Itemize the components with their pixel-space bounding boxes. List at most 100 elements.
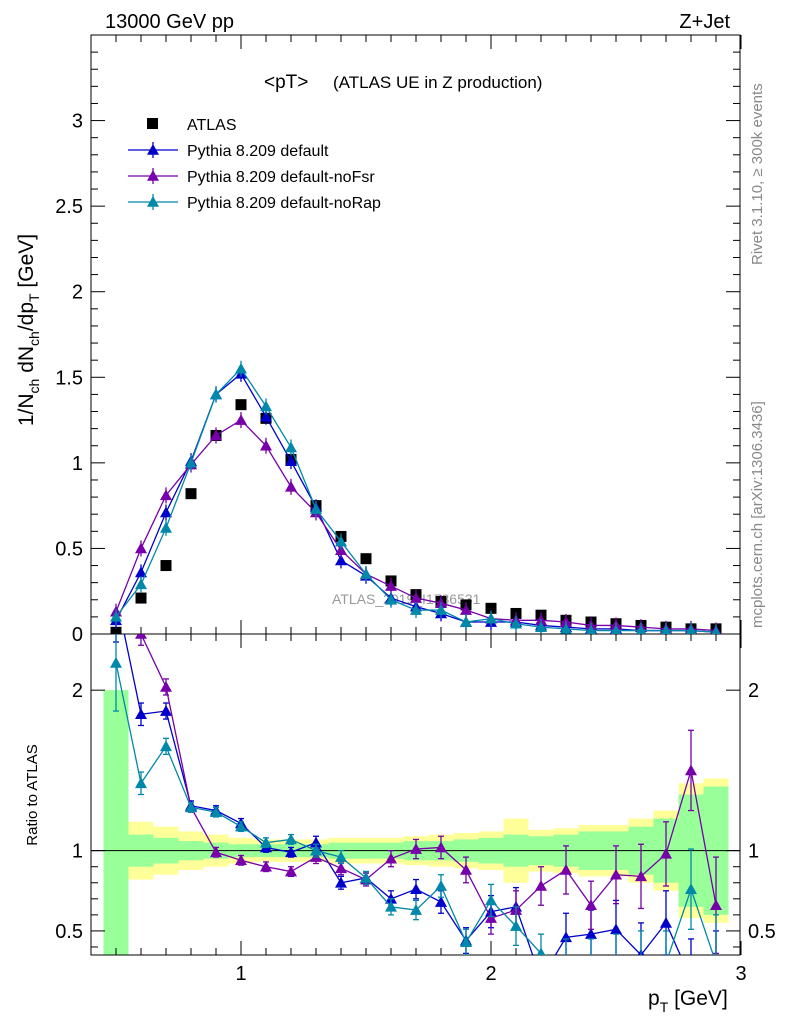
ratio-point [560,957,572,968]
data-point [310,503,322,514]
ratio-point [135,777,147,789]
data-point [135,542,147,554]
ratio-point [160,705,172,716]
data-point [435,604,447,615]
ratio-point [685,973,697,984]
ratio-point [635,957,647,968]
data-point [160,489,172,501]
data-point [185,488,197,500]
ratio-point [635,870,647,882]
y-tick-label: 2.5 [55,196,83,218]
ratio-point [435,896,447,907]
plot-title: <pT> (ATLAS UE in Z production) [264,72,542,93]
svg-text:pT [GeV]: pT [GeV] [648,987,728,1015]
ratio-point [110,524,122,535]
data-point [210,388,222,400]
legend-label: Pythia 8.209 default-noRap [187,195,381,212]
data-point [235,414,247,425]
ratio-point [285,846,297,858]
data-point [410,592,422,603]
title-sub: (ATLAS UE in Z production) [333,73,542,92]
data-point [160,521,172,533]
ratio-point [460,863,472,875]
data-point [485,602,497,614]
ratio-point [310,844,322,856]
band-inner [103,690,129,955]
ratio-point [535,879,547,891]
legend-label: Pythia 8.209 default-noFsr [187,169,375,186]
data-point [360,553,372,565]
ratio-point [660,916,672,928]
ratio-series [110,524,722,984]
data-point [510,617,522,629]
ratio-point [235,854,247,866]
ratio-point [660,957,672,968]
ratio-point [410,883,422,894]
data-point [285,441,297,453]
ratio-point [685,764,697,776]
ratio-point [460,936,472,947]
ratio-point [110,588,122,599]
ratio-point [710,973,722,984]
y-tick-label: 0 [72,624,83,646]
data-point [110,610,122,622]
data-point [110,626,122,634]
ratio-point [410,843,422,854]
ratio-point [485,912,497,923]
ratio-point [235,820,247,832]
ratio-point [335,862,347,874]
ratio-point [610,957,622,968]
data-point [135,566,147,578]
ratio-point [710,957,722,968]
svg-text:1/Nch dNch/dpT [GeV]: 1/Nch dNch/dpT [GeV] [15,234,42,426]
data-point [535,621,547,632]
data-point [135,592,147,604]
legend-marker [147,170,159,181]
y-tick-label: 1 [72,453,83,475]
process-label: Z+Jet [679,11,730,33]
data-point [360,568,372,579]
ratio-point [435,879,447,891]
y-tick-label: 0.5 [55,538,83,560]
legend-marker [147,196,159,207]
ratio-point [210,846,222,858]
legend: ATLAS Pythia 8.209 default Pythia 8.209 de… [128,117,381,212]
ratio-point [285,833,297,845]
ratio-point [260,836,272,848]
series-noRap [110,360,721,634]
ratio-point [485,894,497,906]
ratio-point [135,634,147,639]
ratio-point [335,851,347,862]
data-point [685,624,697,634]
y-axis-label: 1/Nch dNch/dpT [GeV] [15,234,42,426]
ratio-point [660,847,672,859]
ratio-point [610,868,622,880]
ratio-point [585,957,597,968]
ratio-point [110,656,122,668]
data-point [711,626,721,634]
x-tick-label: 2 [485,963,496,985]
ratio-y-tick-label: 0.5 [55,921,83,943]
data-point [410,604,422,615]
y-tick-label: 1.5 [55,367,83,389]
y-tick-label: 3 [72,111,83,133]
ratio-point [410,904,422,915]
data-point [210,429,222,441]
data-point [285,455,297,466]
ratio-series-noRap [110,634,722,968]
ratio-point [160,680,172,692]
ratio-y-tick-label: 2 [748,680,759,702]
ratio-point [435,841,447,853]
x-axis-label: pT [GeV] [648,987,728,1015]
data-point [260,410,272,422]
data-point [385,593,397,605]
ratio-point [335,876,347,888]
ratio-point [536,947,546,955]
ratio-point [135,708,147,720]
ratio-y-tick-label: 1 [72,841,83,863]
ratio-y-tick-label: 1 [748,841,759,863]
ratio-point [710,899,722,911]
ratio-point [560,863,572,875]
